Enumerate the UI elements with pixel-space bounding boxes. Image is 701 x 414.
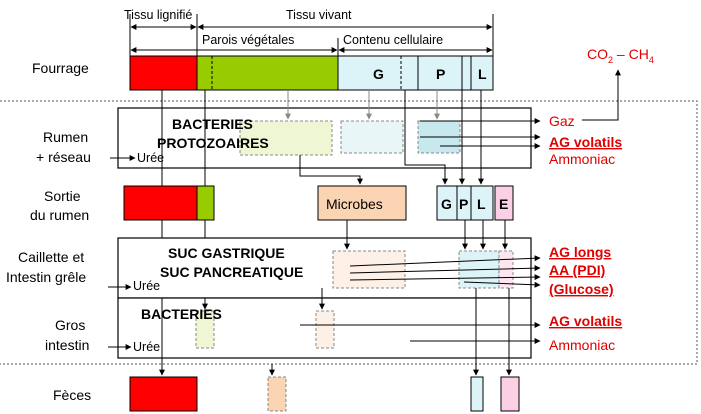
sortie-l-box <box>470 185 494 221</box>
rumen-protozoaires-label: PROTOZOAIRES <box>157 135 269 151</box>
feces-peach-dashed <box>267 376 287 412</box>
rumen-out-ammoniac: Ammoniac <box>549 151 615 167</box>
gas-up-arrow <box>582 69 621 121</box>
gros-out-ag-volatils: AG volatils <box>549 313 622 329</box>
row-label-sortie-2: du rumen <box>30 207 89 223</box>
rumen-output-arrows <box>420 118 541 149</box>
row-label-feces: Fèces <box>53 387 91 403</box>
sortie-p-label: P <box>459 196 468 212</box>
row-label-caillette-2: Intestin grêle <box>6 269 86 285</box>
sortie-microbes-label: Microbes <box>326 196 383 212</box>
feces-cyan-block <box>470 376 484 412</box>
contenu-cellulaire-label: Contenu cellulaire <box>343 33 443 47</box>
rumen-green-dashed <box>239 120 333 156</box>
tissu-lignifie-label: Tissu lignifié <box>124 8 192 22</box>
row-label-rumen-2: + réseau <box>36 149 91 165</box>
flow-lines-caillette <box>161 220 508 250</box>
flow-lines-feces <box>159 288 512 376</box>
row-label-fourrage: Fourrage <box>32 60 89 76</box>
caillette-suc-gastrique: SUC GASTRIQUE <box>168 245 285 261</box>
gros-output-arrows <box>300 322 541 344</box>
sortie-e-box <box>494 185 514 221</box>
tissu-vivant-label: Tissu vivant <box>286 8 352 22</box>
caillette-out-ag-longs: AG longs <box>549 244 611 260</box>
fourrage-bar <box>129 55 494 91</box>
row-label-gros-2: intestin <box>45 337 89 353</box>
flow-lines-rumen <box>285 90 440 120</box>
gros-uree-label: Urée <box>133 340 160 354</box>
animal-dotted-outline <box>0 100 698 365</box>
flow-lines-gros <box>161 288 325 358</box>
row-label-caillette-1: Caillette et <box>18 249 84 265</box>
caillette-suc-pancreatique: SUC PANCREATIQUE <box>160 264 303 280</box>
rumen-out-ag-volatils: AG volatils <box>549 134 622 150</box>
rumen-out-gaz: Gaz <box>549 113 575 129</box>
sortie-e-label: E <box>499 196 508 212</box>
row-label-gros-1: Gros <box>55 317 85 333</box>
sortie-microbes-box <box>317 185 407 221</box>
rumen-uree-label: Urée <box>137 151 164 165</box>
flow-lines-sortie <box>161 90 484 186</box>
sortie-g-label: G <box>441 196 452 212</box>
parois-vegetales-label: Parois végétales <box>202 33 294 47</box>
caillette-peach-dashed <box>332 250 406 289</box>
gros-bacteries-label: BACTERIES <box>141 306 222 322</box>
gros-peach-dashed <box>315 310 335 349</box>
feces-red-block <box>129 376 198 412</box>
caillette-pink-dashed <box>498 250 514 289</box>
sortie-red-block <box>123 185 198 221</box>
caillette-out-aa-pdi: AA (PDI) <box>549 262 605 278</box>
sortie-l-label: L <box>477 196 486 212</box>
gros-out-ammoniac: Ammoniac <box>549 337 615 353</box>
fourrage-cell-p: P <box>436 66 445 82</box>
fourrage-cell-l: L <box>478 66 487 82</box>
feces-pink-block <box>500 376 520 412</box>
header-brackets <box>129 14 494 56</box>
sortie-green-block <box>196 185 215 221</box>
caillette-out-glucose: (Glucose) <box>549 281 614 297</box>
rumen-cyan-dashed <box>340 120 404 154</box>
rumen-bacteries-label: BACTERIES <box>172 116 253 132</box>
row-label-rumen-1: Rumen <box>43 129 88 145</box>
gas-co2-ch4-label: CO2 – CH4 <box>587 46 654 65</box>
caillette-output-arrows <box>349 255 541 288</box>
gros-green-dashed <box>195 310 215 349</box>
fourrage-cell-g: G <box>373 66 384 82</box>
row-label-sortie-1: Sortie <box>44 188 81 204</box>
caillette-uree-label: Urée <box>133 279 160 293</box>
